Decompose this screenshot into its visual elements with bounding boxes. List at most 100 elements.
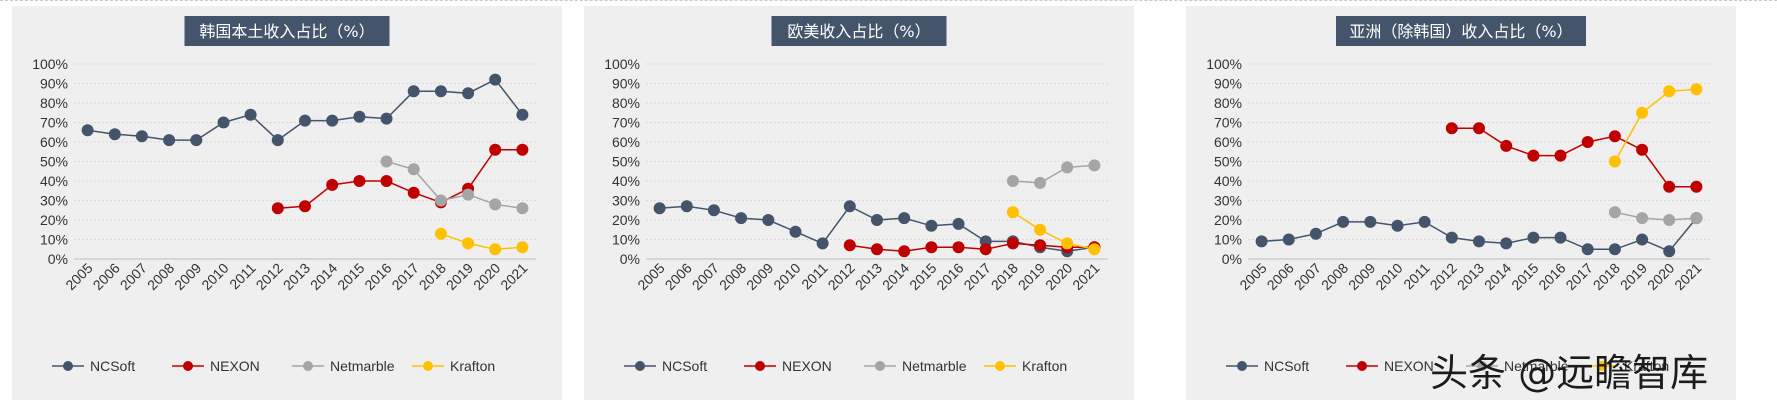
legend-label: Krafton [450, 358, 495, 374]
data-point [1636, 106, 1649, 119]
legend-swatch-marker [63, 361, 73, 371]
data-point [217, 116, 230, 129]
legend-label: Netmarble [330, 358, 395, 374]
legend-item-ncsoft: NCSoft [624, 358, 707, 374]
data-point [190, 134, 203, 147]
x-tick-label: 2006 [90, 260, 123, 293]
legend-item-netmarble: Netmarble [292, 358, 395, 374]
legend-label: NEXON [1384, 358, 1434, 374]
data-point [735, 212, 748, 225]
legend-item-ncsoft: NCSoft [1226, 358, 1309, 374]
data-point [1034, 176, 1047, 189]
y-tick-label: 0% [1222, 251, 1242, 267]
series-line [1451, 127, 1697, 188]
y-tick-label: 100% [32, 56, 68, 72]
x-tick-label: 2012 [825, 260, 858, 293]
chart-title: 韩国本土收入占比（%） [184, 16, 390, 46]
data-point [1034, 223, 1047, 236]
data-point [952, 241, 965, 254]
data-point [1527, 149, 1540, 162]
chart-title: 欧美收入占比（%） [771, 16, 947, 46]
data-point [163, 134, 176, 147]
data-point [108, 128, 121, 141]
data-point [489, 143, 502, 156]
data-point [244, 108, 257, 121]
legend-item-netmarble: Netmarble [1466, 358, 1569, 374]
data-point [762, 214, 775, 226]
data-point [1663, 85, 1676, 98]
x-tick-label: 2014 [1481, 260, 1514, 293]
x-tick-label: 2015 [334, 260, 367, 293]
data-point [489, 243, 502, 256]
data-point [1608, 130, 1621, 143]
y-tick-label: 10% [612, 232, 640, 248]
x-tick-label: 2007 [689, 260, 722, 293]
x-tick-label: 2016 [933, 260, 966, 293]
y-tick-label: 30% [1214, 193, 1242, 209]
data-point [1608, 206, 1621, 219]
series-line [440, 232, 523, 251]
chart-panel-europe-america: 欧美收入占比（%） 0% 10% 20% 30% 40% 50% 60% 70% 80% 90% 10… [584, 6, 1134, 400]
data-point [434, 85, 447, 98]
data-point [135, 130, 148, 143]
data-point [1690, 180, 1703, 193]
data-point [680, 200, 693, 213]
data-point [1418, 215, 1431, 228]
x-tick-label: 2011 [798, 260, 831, 293]
data-point [353, 110, 366, 123]
data-point [434, 227, 447, 240]
data-point [407, 85, 420, 98]
y-tick-label: 50% [612, 154, 640, 170]
y-tick-label: 100% [1206, 56, 1242, 72]
legend-label: NCSoft [1264, 358, 1309, 374]
x-tick-label: 2006 [1264, 260, 1297, 293]
data-point [380, 175, 393, 187]
data-point [871, 243, 883, 256]
chart-panel-korea-domestic: 韩国本土收入占比（%） 0% 10% 20% 30% 40% 50% 60% 70% 80% 90%… [12, 6, 562, 400]
chart-title-background [184, 16, 390, 46]
series-ncsoft [1255, 212, 1703, 258]
x-tick-label: 2012 [1427, 260, 1460, 293]
x-tick-label: 2021 [1069, 260, 1102, 293]
series-nexon [1445, 122, 1703, 193]
x-tick-label: 2010 [1372, 260, 1405, 293]
y-tick-label: 60% [40, 134, 68, 150]
data-point [925, 219, 938, 232]
x-tick-label: 2014 [879, 260, 912, 293]
y-tick-label: 50% [1214, 154, 1242, 170]
series-netmarble [380, 155, 529, 215]
legend-label: Netmarble [1504, 358, 1569, 374]
x-tick-label: 2020 [1042, 260, 1075, 293]
data-point [1636, 143, 1649, 156]
data-point [1608, 155, 1621, 168]
top-dashed-rule [0, 0, 1777, 1]
y-tick-label: 30% [40, 193, 68, 209]
legend-label: NEXON [210, 358, 260, 374]
chart-title-text: 韩国本土收入占比（%） [199, 22, 374, 41]
series-netmarble [1608, 206, 1703, 226]
y-tick-label: 40% [40, 173, 68, 189]
data-point [898, 245, 911, 258]
legend-item-krafton: Krafton [1586, 358, 1669, 374]
data-point [925, 241, 938, 254]
data-point [1088, 243, 1101, 256]
legend-swatch-marker [303, 361, 313, 371]
data-point [1636, 212, 1649, 225]
x-tick-label: 2019 [443, 260, 476, 293]
series-line [386, 160, 523, 210]
x-tick-label: 2008 [144, 260, 177, 293]
legend-label: NCSoft [90, 358, 135, 374]
data-point [407, 186, 420, 199]
data-point [1690, 212, 1703, 225]
legend-swatch-marker [755, 361, 765, 371]
y-tick-label: 20% [612, 212, 640, 228]
x-tick-label: 2009 [171, 260, 204, 293]
x-tick-label: 2011 [226, 260, 259, 293]
data-point [952, 217, 965, 230]
data-point [1006, 175, 1019, 187]
x-tick-label: 2020 [1644, 260, 1677, 293]
legend-item-nexon: NEXON [744, 358, 832, 374]
series-krafton [1006, 206, 1101, 256]
data-point [353, 175, 366, 187]
chart-svg: 韩国本土收入占比（%） 0% 10% 20% 30% 40% 50% 60% 70% 80% 90%… [32, 16, 536, 374]
